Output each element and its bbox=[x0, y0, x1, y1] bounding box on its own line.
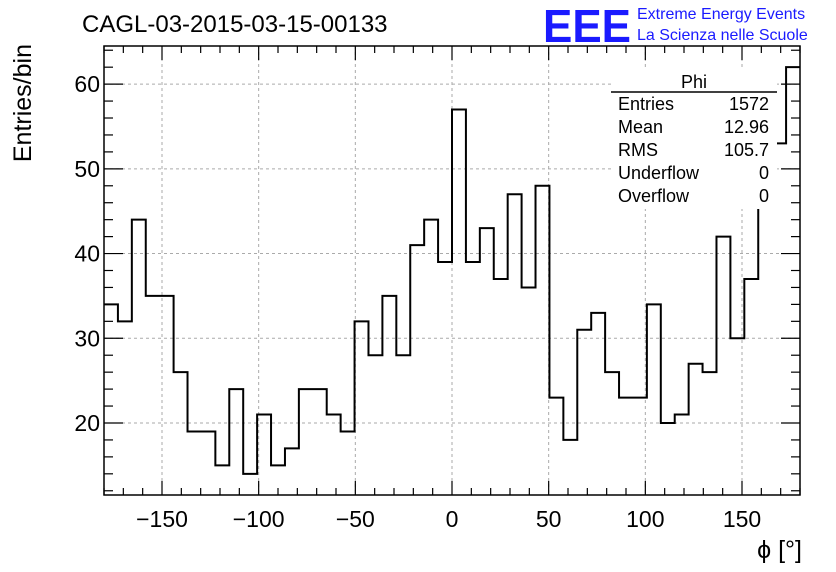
y-tick-labels: 20 30 40 50 60 bbox=[74, 71, 100, 436]
stats-row-label: RMS bbox=[618, 140, 658, 160]
histogram-bin bbox=[619, 398, 633, 495]
histogram-bin bbox=[661, 423, 675, 495]
histogram-bin bbox=[675, 415, 689, 495]
stats-row-label: Entries bbox=[618, 94, 674, 114]
histogram-bin bbox=[508, 194, 522, 495]
histogram-bin bbox=[466, 262, 480, 495]
stats-row-value: 0 bbox=[759, 186, 769, 206]
stats-row-label: Underflow bbox=[618, 163, 700, 183]
histogram-bin bbox=[605, 372, 619, 495]
histogram-bin bbox=[536, 186, 550, 495]
histogram-bin bbox=[215, 465, 229, 495]
eee-logo-line2: La Scienza nelle Scuole bbox=[637, 27, 808, 44]
y-axis-title: Entries/bin bbox=[9, 44, 37, 162]
stats-box-title: Phi bbox=[681, 72, 707, 92]
x-tick-label: −100 bbox=[233, 506, 285, 532]
histogram-bin bbox=[160, 296, 174, 495]
histogram-bin bbox=[382, 296, 396, 495]
histogram-bin bbox=[591, 313, 605, 495]
stats-rows: Entries 1572 Mean 12.96 RMS 105.7 Underflow 0 Ov… bbox=[618, 94, 769, 206]
histogram-bin bbox=[494, 279, 508, 495]
histogram-bin bbox=[396, 355, 410, 495]
histogram-bin bbox=[744, 279, 758, 495]
x-tick-label: 150 bbox=[723, 506, 761, 532]
eee-logo-mark: EEE bbox=[543, 0, 631, 52]
x-tick-label: −150 bbox=[136, 506, 188, 532]
histogram-bin bbox=[549, 398, 563, 495]
histogram-bin bbox=[730, 338, 744, 495]
x-tick-label: 50 bbox=[536, 506, 562, 532]
histogram-bin bbox=[341, 431, 355, 495]
y-tick-label: 40 bbox=[74, 241, 100, 267]
histogram-bin bbox=[758, 160, 772, 495]
y-tick-label: 30 bbox=[74, 325, 100, 351]
histogram-bin bbox=[480, 228, 494, 495]
x-tick-label: 0 bbox=[446, 506, 459, 532]
histogram-bin bbox=[577, 330, 591, 495]
histogram-bin bbox=[438, 262, 452, 495]
histogram-bin bbox=[355, 321, 369, 495]
histogram-bin bbox=[633, 398, 647, 495]
stats-row-label: Mean bbox=[618, 117, 663, 137]
x-axis-title: ϕ [°] bbox=[757, 536, 802, 564]
stats-row-value: 12.96 bbox=[724, 117, 769, 137]
eee-logo-line1: Extreme Energy Events bbox=[637, 6, 805, 23]
eee-logo: EEE Extreme Energy Events La Scienza nel… bbox=[543, 0, 808, 52]
x-tick-labels: −150 −100 −50 0 50 100 150 bbox=[136, 506, 761, 532]
histogram-bin bbox=[327, 415, 341, 495]
histogram-bin bbox=[522, 287, 536, 495]
histogram-bin bbox=[118, 321, 132, 495]
histogram-bin bbox=[201, 431, 215, 495]
histogram-bin bbox=[716, 237, 730, 495]
histogram-bin bbox=[174, 372, 188, 495]
histogram-bin bbox=[188, 431, 202, 495]
stats-row-label: Overflow bbox=[618, 186, 690, 206]
histogram-bin bbox=[229, 389, 243, 495]
histogram-bin bbox=[410, 245, 424, 495]
stats-row-value: 105.7 bbox=[724, 140, 769, 160]
stats-box: Phi Entries 1572 Mean 12.96 RMS 105.7 Underflo… bbox=[611, 69, 777, 209]
histogram-bin bbox=[647, 304, 661, 495]
histogram-bin bbox=[703, 372, 717, 495]
histogram-bin bbox=[563, 440, 577, 495]
histogram-bin bbox=[146, 296, 160, 495]
histogram-bin bbox=[368, 355, 382, 495]
stats-row-value: 1572 bbox=[729, 94, 769, 114]
y-tick-label: 50 bbox=[74, 156, 100, 182]
histogram-bin bbox=[689, 364, 703, 495]
x-tick-label: 100 bbox=[626, 506, 664, 532]
stats-row-value: 0 bbox=[759, 163, 769, 183]
histogram-bin bbox=[299, 389, 313, 495]
histogram-bin bbox=[424, 220, 438, 495]
y-tick-label: 60 bbox=[74, 71, 100, 97]
axis-ticks bbox=[103, 46, 801, 495]
histogram-bin bbox=[104, 304, 118, 495]
x-tick-label: −50 bbox=[336, 506, 375, 532]
histogram-outline bbox=[104, 66, 800, 475]
histogram-bin bbox=[132, 220, 146, 495]
y-tick-label: 20 bbox=[74, 410, 100, 436]
histogram-bin bbox=[786, 67, 800, 495]
chart-title: CAGL-03-2015-03-15-00133 bbox=[82, 11, 388, 38]
histogram-bin bbox=[243, 474, 257, 495]
histogram-bin bbox=[313, 389, 327, 495]
histogram-bin bbox=[452, 110, 466, 495]
